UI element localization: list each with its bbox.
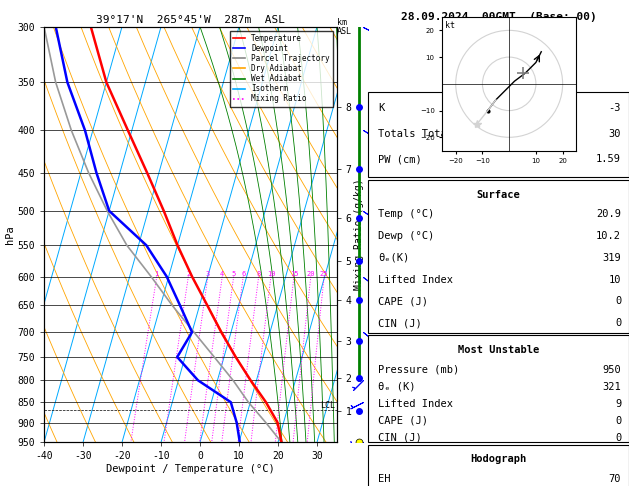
Text: 30: 30 xyxy=(609,129,621,139)
Title: 39°17'N  265°45'W  287m  ASL: 39°17'N 265°45'W 287m ASL xyxy=(96,15,285,25)
Text: 0: 0 xyxy=(615,433,621,443)
Legend: Temperature, Dewpoint, Parcel Trajectory, Dry Adiabat, Wet Adiabat, Isotherm, Mi: Temperature, Dewpoint, Parcel Trajectory… xyxy=(230,31,333,106)
Text: 0: 0 xyxy=(615,296,621,307)
Text: 950: 950 xyxy=(603,364,621,375)
Text: 15: 15 xyxy=(290,271,298,277)
Text: -3: -3 xyxy=(609,103,621,113)
Text: 28.09.2024  00GMT  (Base: 00): 28.09.2024 00GMT (Base: 00) xyxy=(401,12,596,22)
Text: 70: 70 xyxy=(609,474,621,484)
Bar xyxy=(368,445,629,486)
Text: CIN (J): CIN (J) xyxy=(379,433,422,443)
Text: 2: 2 xyxy=(186,271,191,277)
Text: 3: 3 xyxy=(206,271,210,277)
Text: 0: 0 xyxy=(615,318,621,329)
Text: 5: 5 xyxy=(231,271,236,277)
Text: Pressure (mb): Pressure (mb) xyxy=(379,364,460,375)
Y-axis label: hPa: hPa xyxy=(4,225,14,244)
Text: Temp (°C): Temp (°C) xyxy=(379,209,435,219)
Text: 10: 10 xyxy=(609,275,621,285)
Bar xyxy=(368,92,629,177)
Text: 0: 0 xyxy=(615,416,621,426)
Text: 321: 321 xyxy=(603,382,621,392)
Bar xyxy=(368,335,629,442)
Text: 319: 319 xyxy=(603,253,621,263)
Text: kt: kt xyxy=(445,21,455,30)
Text: LCL: LCL xyxy=(320,401,335,411)
Y-axis label: Mixing Ratio (g/kg): Mixing Ratio (g/kg) xyxy=(354,179,364,290)
Text: EH: EH xyxy=(379,474,391,484)
Text: 20.9: 20.9 xyxy=(596,209,621,219)
Text: CAPE (J): CAPE (J) xyxy=(379,416,428,426)
Text: 8: 8 xyxy=(257,271,261,277)
Text: Dewp (°C): Dewp (°C) xyxy=(379,231,435,241)
Text: CIN (J): CIN (J) xyxy=(379,318,422,329)
X-axis label: Dewpoint / Temperature (°C): Dewpoint / Temperature (°C) xyxy=(106,464,275,474)
Text: θₑ (K): θₑ (K) xyxy=(379,382,416,392)
Text: 1: 1 xyxy=(155,271,159,277)
Text: 6: 6 xyxy=(241,271,245,277)
Text: Totals Totals: Totals Totals xyxy=(379,129,460,139)
Text: 4: 4 xyxy=(220,271,225,277)
Bar xyxy=(368,180,629,333)
Text: Lifted Index: Lifted Index xyxy=(379,399,454,409)
Text: K: K xyxy=(379,103,385,113)
Text: 10.2: 10.2 xyxy=(596,231,621,241)
Text: θₑ(K): θₑ(K) xyxy=(379,253,409,263)
Text: km
ASL: km ASL xyxy=(337,18,352,36)
Text: 25: 25 xyxy=(320,271,328,277)
Text: Hodograph: Hodograph xyxy=(470,454,526,465)
Text: 9: 9 xyxy=(615,399,621,409)
Text: Surface: Surface xyxy=(477,190,520,200)
Text: PW (cm): PW (cm) xyxy=(379,155,422,164)
Text: Most Unstable: Most Unstable xyxy=(458,345,539,355)
Text: Lifted Index: Lifted Index xyxy=(379,275,454,285)
Text: CAPE (J): CAPE (J) xyxy=(379,296,428,307)
Text: 20: 20 xyxy=(306,271,315,277)
Text: 10: 10 xyxy=(267,271,275,277)
Text: 1.59: 1.59 xyxy=(596,155,621,164)
